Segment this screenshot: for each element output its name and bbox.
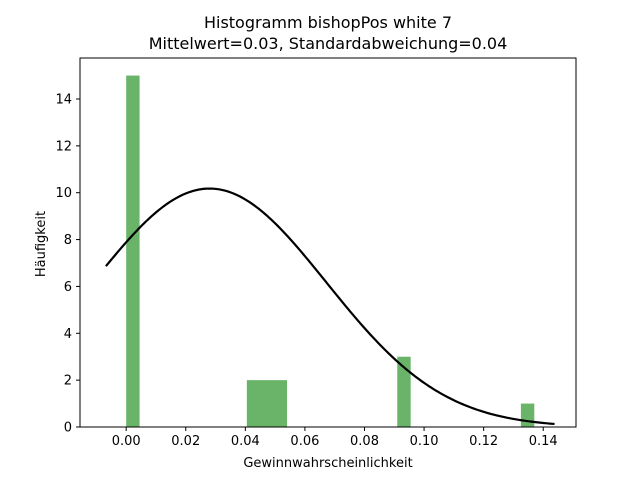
y-tick-label-2: 4 — [64, 327, 72, 342]
x-tick-label-1: 0.02 — [171, 434, 200, 449]
x-tick-label-0: 0.00 — [112, 434, 141, 449]
y-axis-label: Häufigkeit — [34, 211, 49, 277]
normal-fit-curve — [105, 187, 555, 426]
histogram-bar-0 — [126, 75, 140, 428]
histogram-bar-2 — [397, 356, 411, 427]
plot-area: 0.00 0.02 0.04 0.06 0.08 0.10 0.12 0.14 0 2 4 6 8 10 1… — [55, 57, 577, 449]
y-tick-label-6: 12 — [55, 139, 72, 154]
y-tick-label-5: 10 — [55, 186, 72, 201]
axes-frame — [79, 57, 577, 428]
x-tick-label-7: 0.14 — [529, 434, 558, 449]
x-tick-label-3: 0.06 — [290, 434, 319, 449]
histogram-bar-1 — [246, 380, 288, 427]
x-axis-label: Gewinnwahrscheinlichkeit — [243, 456, 412, 471]
histogram-bar-3 — [520, 403, 535, 427]
x-tick-label-2: 0.04 — [231, 434, 260, 449]
x-tick-label-5: 0.10 — [410, 434, 439, 449]
x-tick-label-4: 0.08 — [350, 434, 379, 449]
chart-title: Histogramm bishopPos white 7 — [204, 13, 452, 32]
y-tick-label-3: 6 — [64, 280, 72, 295]
y-tick-label-0: 0 — [64, 421, 72, 436]
y-tick-label-4: 8 — [64, 233, 72, 248]
chart-subtitle: Mittelwert=0.03, Standardabweichung=0.04 — [149, 34, 508, 53]
x-tick-label-6: 0.12 — [469, 434, 498, 449]
y-tick-label-7: 14 — [55, 93, 72, 108]
y-tick-label-1: 2 — [64, 374, 72, 389]
